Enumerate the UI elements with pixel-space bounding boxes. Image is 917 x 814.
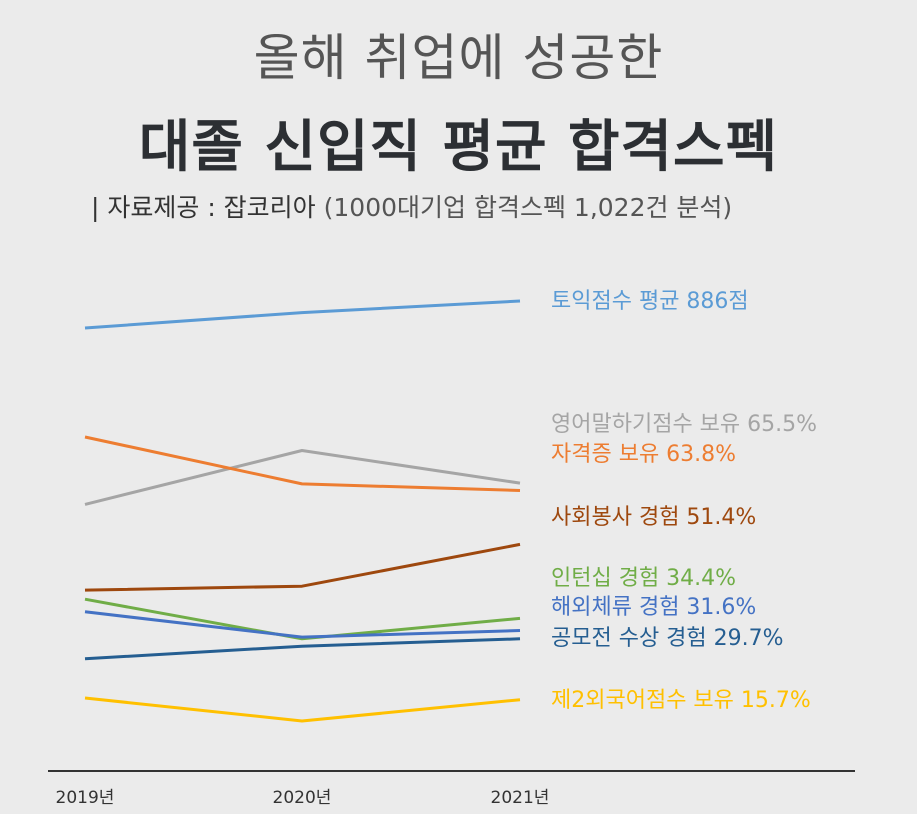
series-label-4: 사회봉사 경험 51.4%	[551, 505, 756, 530]
series-label-6: 해외체류 경험 31.6%	[551, 595, 756, 620]
series-label-1: 토익점수 평균 886점	[551, 289, 749, 314]
series-label-8: 제2외국어점수 보유 15.7%	[551, 688, 811, 713]
x-axis-ticks: 2019년 2020년 2021년	[56, 788, 550, 808]
series-line-4	[85, 544, 520, 590]
series-lines	[85, 301, 520, 721]
series-label-7: 공모전 수상 경험 29.7%	[551, 626, 784, 651]
series-label-2: 영어말하기점수 보유 65.5%	[551, 412, 817, 437]
series-line-8	[85, 698, 520, 721]
series-label-5: 인턴십 경험 34.4%	[551, 566, 736, 591]
series-line-7	[85, 639, 520, 659]
series-line-3	[85, 437, 520, 491]
x-tick-label: 2021년	[491, 788, 550, 808]
series-label-3: 자격증 보유 63.8%	[551, 442, 736, 467]
x-tick-label: 2019년	[56, 788, 115, 808]
series-line-2	[85, 451, 520, 505]
x-tick-label: 2020년	[273, 788, 332, 808]
series-line-1	[85, 301, 520, 328]
